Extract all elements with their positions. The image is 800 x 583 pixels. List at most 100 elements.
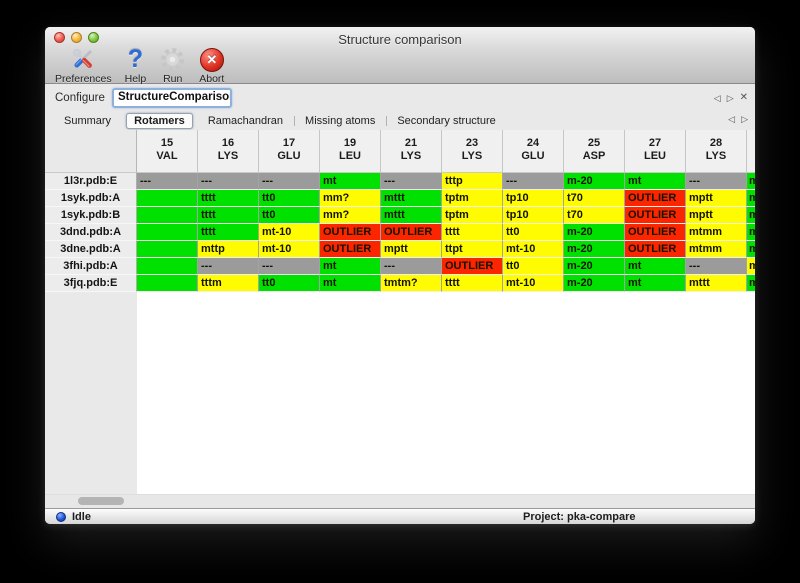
rotamer-cell[interactable]: --- — [686, 258, 747, 275]
rotamer-cell[interactable]: OUTLIER — [625, 241, 686, 258]
rotamer-cell[interactable]: mt — [320, 275, 381, 292]
rotamer-cell[interactable]: mptt — [381, 241, 442, 258]
rotamer-cell[interactable]: mt — [320, 258, 381, 275]
column-header-16[interactable]: 16 LYS — [198, 130, 259, 173]
rotamer-cell[interactable]: mptt — [686, 190, 747, 207]
horizontal-scrollbar-thumb[interactable] — [78, 497, 124, 505]
run-button[interactable]: Run — [159, 46, 186, 85]
rotamer-cell[interactable]: tttt — [442, 224, 503, 241]
rotamer-cell[interactable]: --- — [137, 173, 198, 190]
rotamer-cell[interactable]: --- — [503, 173, 564, 190]
rotamer-cell[interactable]: tt0 — [259, 207, 320, 224]
rotamer-cell-clipped[interactable]: m — [747, 173, 755, 190]
rotamer-cell[interactable]: mt — [625, 275, 686, 292]
tab-secondary-structure[interactable]: Secondary structure — [386, 113, 506, 129]
rotamer-cell[interactable]: m-20 — [564, 258, 625, 275]
rotamer-cell[interactable]: tp10 — [503, 207, 564, 224]
rotamer-cell[interactable]: tttp — [442, 173, 503, 190]
rotamer-cell[interactable]: mtmm — [686, 224, 747, 241]
rotamer-cell[interactable] — [137, 190, 198, 207]
column-header-19[interactable]: 19 LEU — [320, 130, 381, 173]
rotamer-cell[interactable]: OUTLIER — [320, 224, 381, 241]
rotamer-cell[interactable]: mt-10 — [259, 224, 320, 241]
column-header-17[interactable]: 17 GLU — [259, 130, 320, 173]
row-label[interactable]: 3dne.pdb:A — [45, 241, 137, 258]
configure-name-field[interactable]: StructureComparison_1 — [112, 88, 232, 108]
tab-ramachandran[interactable]: Ramachandran — [207, 114, 284, 127]
rotamer-cell[interactable]: --- — [686, 173, 747, 190]
rotamer-cell-clipped[interactable]: m — [747, 207, 755, 224]
column-header-25[interactable]: 25 ASP — [564, 130, 625, 173]
rotamer-cell[interactable]: --- — [259, 258, 320, 275]
rotamer-cell-clipped[interactable]: m — [747, 258, 755, 275]
rotamer-cell[interactable]: tptm — [442, 190, 503, 207]
row-label[interactable]: 3dnd.pdb:A — [45, 224, 137, 241]
rotamer-cell[interactable]: mttt — [381, 207, 442, 224]
rotamer-cell[interactable]: tptm — [442, 207, 503, 224]
rotamer-cell[interactable]: --- — [259, 173, 320, 190]
rotamer-cell[interactable]: m-20 — [564, 173, 625, 190]
pane-close-icon[interactable]: ✕ — [739, 92, 748, 103]
minimize-window-button[interactable] — [71, 32, 82, 43]
preferences-button[interactable]: Preferences — [55, 46, 112, 85]
column-header-15[interactable]: 15 VAL — [137, 130, 198, 173]
rotamer-cell[interactable]: mt-10 — [503, 241, 564, 258]
row-label[interactable]: 1syk.pdb:A — [45, 190, 137, 207]
horizontal-scrollbar[interactable] — [45, 494, 755, 508]
rotamer-cell[interactable]: t70 — [564, 207, 625, 224]
row-label[interactable]: 1l3r.pdb:E — [45, 173, 137, 190]
rotamer-cell[interactable]: mt — [625, 173, 686, 190]
tab-rotamers[interactable]: Rotamers — [126, 112, 193, 129]
rotamer-cell[interactable]: mtmm — [686, 241, 747, 258]
rotamer-cell-clipped[interactable]: m — [747, 275, 755, 292]
rotamer-cell[interactable]: tp10 — [503, 190, 564, 207]
tab-summary[interactable]: Summary — [64, 114, 112, 127]
tabs-next-icon[interactable]: ▷ — [741, 114, 748, 124]
rotamer-cell[interactable]: tttt — [442, 275, 503, 292]
tab-missing-atoms[interactable]: Missing atoms — [294, 113, 386, 129]
rotamer-cell[interactable]: tt0 — [503, 258, 564, 275]
column-header-23[interactable]: 23 LYS — [442, 130, 503, 173]
rotamer-cell[interactable]: --- — [381, 173, 442, 190]
rotamer-cell[interactable]: mt-10 — [259, 241, 320, 258]
rotamer-cell[interactable] — [137, 258, 198, 275]
rotamer-cell[interactable]: tttt — [198, 224, 259, 241]
column-header-21[interactable]: 21 LYS — [381, 130, 442, 173]
pane-next-icon[interactable]: ▷ — [726, 93, 734, 103]
rotamer-cell[interactable]: m-20 — [564, 224, 625, 241]
rotamer-cell[interactable]: mm? — [320, 190, 381, 207]
abort-button[interactable]: ✕ Abort — [199, 46, 224, 85]
rotamer-cell[interactable]: mt — [320, 173, 381, 190]
pane-prev-icon[interactable]: ◁ — [713, 93, 721, 103]
rotamer-cell[interactable]: tt0 — [259, 275, 320, 292]
titlebar[interactable]: Structure comparison — [45, 27, 755, 48]
rotamer-cell[interactable]: t70 — [564, 190, 625, 207]
rotamer-cell[interactable]: m-20 — [564, 241, 625, 258]
rotamer-cell[interactable] — [137, 207, 198, 224]
rotamer-cell[interactable]: mptt — [686, 207, 747, 224]
zoom-window-button[interactable] — [88, 32, 99, 43]
rotamer-cell-clipped[interactable]: m — [747, 190, 755, 207]
rotamer-cell[interactable]: OUTLIER — [625, 224, 686, 241]
rotamer-cell[interactable] — [137, 241, 198, 258]
rotamer-cell[interactable]: tttm — [198, 275, 259, 292]
rotamer-cell[interactable]: mt-10 — [503, 275, 564, 292]
rotamer-cell[interactable]: OUTLIER — [625, 190, 686, 207]
rotamer-cell[interactable]: --- — [198, 173, 259, 190]
rotamer-cell[interactable] — [137, 224, 198, 241]
tabs-prev-icon[interactable]: ◁ — [728, 114, 736, 124]
column-header-27[interactable]: 27 LEU — [625, 130, 686, 173]
rotamer-cell[interactable] — [137, 275, 198, 292]
rotamer-cell[interactable]: m-20 — [564, 275, 625, 292]
column-header-24[interactable]: 24 GLU — [503, 130, 564, 173]
rotamer-cell[interactable]: OUTLIER — [625, 207, 686, 224]
rotamer-cell[interactable]: tt0 — [259, 190, 320, 207]
rotamer-cell[interactable]: tmtm? — [381, 275, 442, 292]
close-window-button[interactable] — [54, 32, 65, 43]
rotamer-cell[interactable]: tt0 — [503, 224, 564, 241]
rotamer-cell[interactable]: mttp — [198, 241, 259, 258]
rotamer-cell[interactable]: ttpt — [442, 241, 503, 258]
rotamer-cell[interactable]: OUTLIER — [320, 241, 381, 258]
row-label[interactable]: 3fjq.pdb:E — [45, 275, 137, 292]
rotamer-cell[interactable]: mt — [625, 258, 686, 275]
